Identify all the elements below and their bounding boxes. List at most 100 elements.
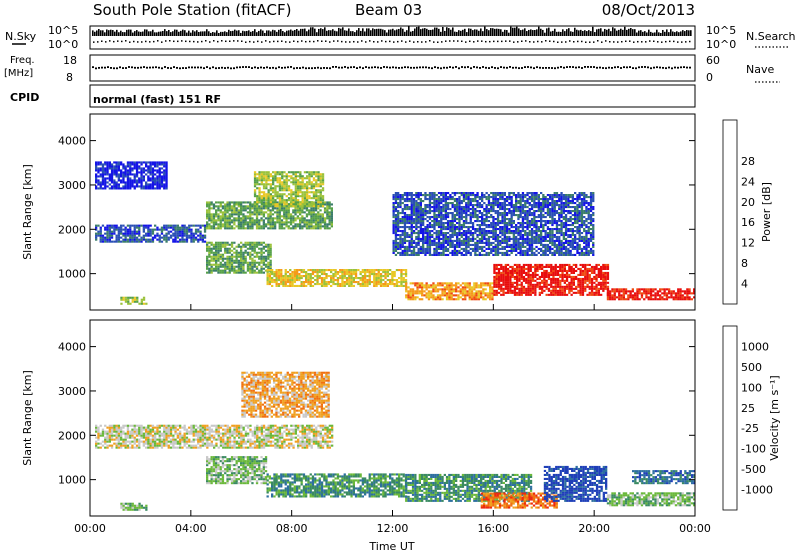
heatmap-cell xyxy=(401,230,404,233)
heatmap-cell xyxy=(126,240,130,243)
heatmap-cell xyxy=(422,247,425,250)
heatmap-cell xyxy=(568,275,571,278)
heatmap-cell xyxy=(384,277,387,280)
heatmap-cell xyxy=(233,271,236,274)
heatmap-cell xyxy=(410,237,413,240)
heatmap-cell xyxy=(348,283,351,286)
nsky-bar xyxy=(332,29,334,36)
heatmap-cell xyxy=(482,298,485,301)
heatmap-cell xyxy=(600,281,603,284)
heatmap-cell xyxy=(240,253,243,256)
heatmap-cell xyxy=(97,175,100,178)
heatmap-cell xyxy=(215,259,218,262)
heatmap-cell xyxy=(368,273,371,276)
heatmap-cell xyxy=(404,275,408,278)
heatmap-cell xyxy=(282,284,285,287)
nsearch-dot xyxy=(281,40,283,42)
heatmap-cell xyxy=(428,210,432,213)
heatmap-cell xyxy=(572,271,575,274)
heatmap-cell xyxy=(253,221,256,224)
nsearch-dot xyxy=(645,41,647,43)
heatmap-cell xyxy=(124,234,127,237)
heatmap-cell xyxy=(99,163,102,166)
heatmap-cell xyxy=(681,294,684,297)
heatmap-cell xyxy=(311,281,315,284)
heatmap-cell xyxy=(473,292,476,295)
nsky-bar xyxy=(480,28,482,36)
heatmap-cell xyxy=(101,238,105,241)
heatmap-cell xyxy=(412,220,416,223)
freq-unit: [MHz] xyxy=(4,68,33,79)
heatmap-cell xyxy=(609,294,612,297)
heatmap-cell xyxy=(278,195,282,198)
heatmap-cell xyxy=(307,279,310,282)
heatmap-cell xyxy=(513,281,517,284)
heatmap-cell xyxy=(377,281,380,284)
nsky-bar xyxy=(98,29,100,36)
heatmap-cell xyxy=(140,173,143,176)
heatmap-cell xyxy=(384,269,387,272)
heatmap-cell xyxy=(652,298,655,301)
heatmap-cell xyxy=(305,281,308,284)
nsky-bar xyxy=(430,29,432,36)
heatmap-cell xyxy=(237,267,240,270)
heatmap-cell xyxy=(445,282,449,285)
heatmap-cell xyxy=(668,292,671,295)
heatmap-cell xyxy=(163,187,166,190)
heatmap-cell xyxy=(136,298,139,301)
heatmap-cell xyxy=(278,197,282,200)
heatmap-cell xyxy=(149,234,152,237)
heatmap-cell xyxy=(131,173,134,176)
nsky-bar xyxy=(640,30,642,36)
heatmap-cell xyxy=(480,284,483,287)
heatmap-cell xyxy=(446,196,450,199)
heatmap-cell xyxy=(411,282,415,285)
heatmap-cell xyxy=(217,215,220,218)
nsky-bar xyxy=(372,28,374,36)
heatmap-cell xyxy=(531,283,535,286)
heatmap-cell xyxy=(145,240,148,243)
nsearch-dot xyxy=(553,40,555,43)
heatmap-cell xyxy=(267,257,270,260)
heatmap-cell xyxy=(600,269,603,272)
heatmap-cell xyxy=(428,198,432,201)
heatmap-cell xyxy=(394,232,398,235)
heatmap-cell xyxy=(312,191,316,194)
nsky-bar xyxy=(622,29,624,36)
heatmap-cell xyxy=(106,171,109,174)
heatmap-cell xyxy=(249,211,252,214)
heatmap-cell xyxy=(579,293,582,296)
heatmap-cell xyxy=(552,277,555,280)
heatmap-cell xyxy=(527,275,530,278)
heatmap-cell xyxy=(163,183,166,186)
heatmap-cell xyxy=(450,286,453,289)
freq-point xyxy=(188,66,190,69)
freq-point xyxy=(647,66,649,69)
heatmap-cell xyxy=(235,225,238,228)
heatmap-cell xyxy=(323,221,327,224)
heatmap-cell xyxy=(427,296,431,299)
heatmap-cell xyxy=(285,213,288,216)
heatmap-cell xyxy=(437,245,441,248)
nsky-bar xyxy=(224,31,226,36)
heatmap-cell xyxy=(412,232,416,235)
heatmap-cell xyxy=(258,243,261,246)
heatmap-cell xyxy=(179,238,182,241)
heatmap-cell xyxy=(283,185,286,188)
heatmap-cell xyxy=(522,267,526,270)
heatmap-cell xyxy=(665,298,669,301)
heatmap-cell xyxy=(253,249,256,252)
heatmap-cell xyxy=(251,219,254,222)
heatmap-cell xyxy=(448,282,451,285)
heatmap-cell xyxy=(308,211,311,214)
heatmap-cell xyxy=(265,195,268,198)
heatmap-cell xyxy=(584,269,587,272)
heatmap-cell xyxy=(442,224,445,227)
heatmap-cell xyxy=(433,239,436,242)
nsearch-dot xyxy=(601,41,603,43)
heatmap-cell xyxy=(323,225,327,228)
heatmap-cell xyxy=(283,181,286,184)
heatmap-cell xyxy=(224,207,227,210)
heatmap-cell xyxy=(321,215,324,218)
heatmap-cell xyxy=(110,167,114,170)
